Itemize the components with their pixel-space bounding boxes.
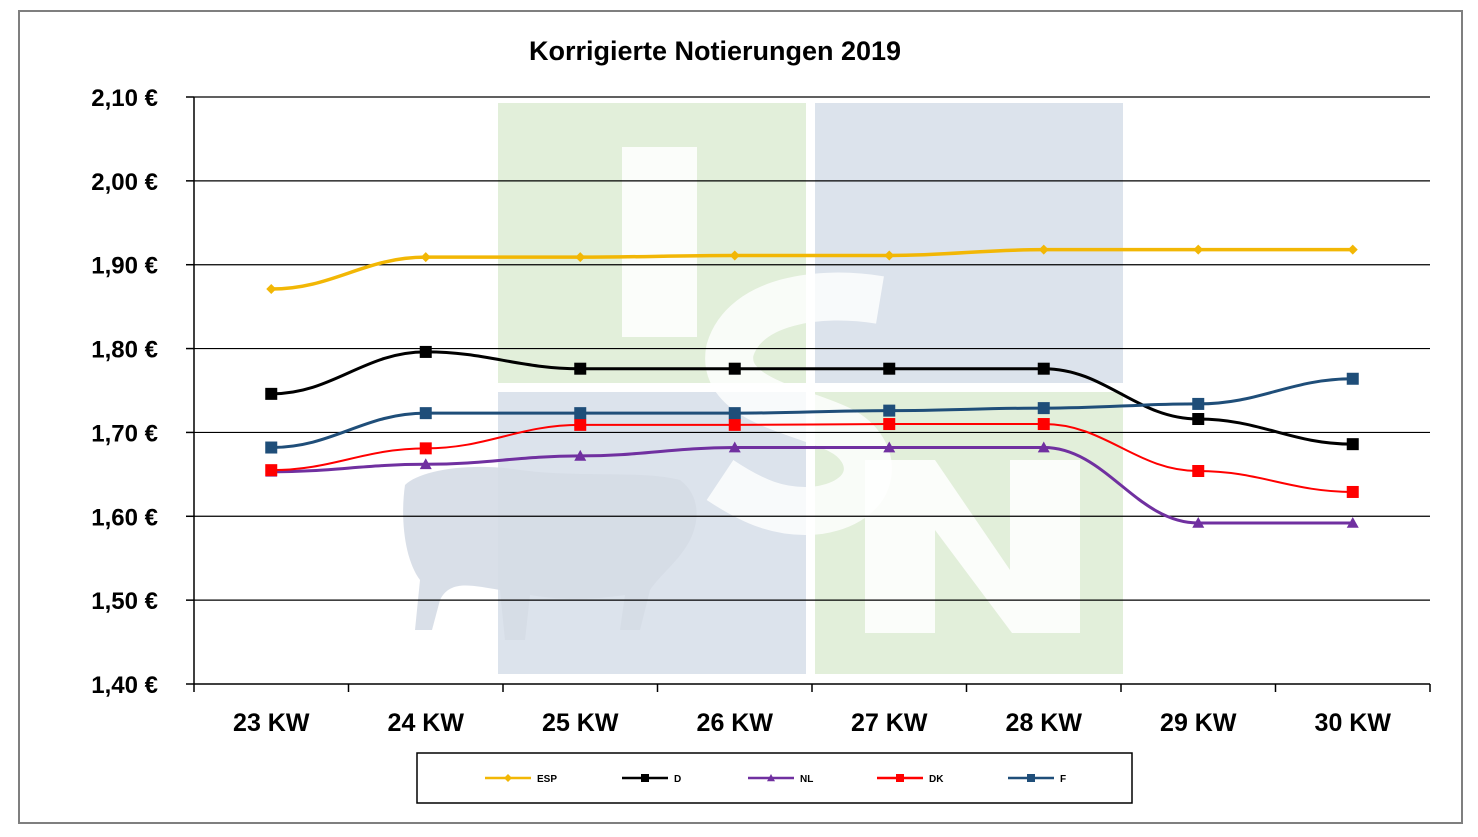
legend-item-f: F (1008, 774, 1066, 785)
data-point (420, 252, 431, 263)
isn-watermark-logo (403, 103, 1123, 674)
data-point (574, 407, 587, 420)
data-point (265, 441, 278, 454)
series-line (271, 446, 1353, 525)
data-point (574, 418, 587, 431)
x-tick-label: 26 KW (697, 709, 774, 737)
data-point (419, 345, 432, 358)
x-tick-label: 25 KW (542, 709, 619, 737)
y-tick-label: 1,90 € (91, 253, 158, 280)
x-tick-label: 28 KW (1006, 709, 1083, 737)
data-point (574, 362, 587, 375)
y-tick-label: 1,50 € (91, 588, 158, 615)
series-nl (265, 441, 1359, 528)
data-point (728, 441, 741, 453)
series-lines (265, 244, 1359, 528)
legend-label: F (1060, 774, 1066, 785)
series-line (271, 423, 1353, 493)
data-point (1027, 774, 1035, 782)
data-point (883, 441, 896, 453)
x-tick-label: 24 KW (388, 709, 465, 737)
data-point (1347, 244, 1358, 255)
data-point (767, 774, 775, 782)
data-point (729, 250, 740, 261)
data-point (504, 774, 512, 782)
data-point (728, 407, 741, 420)
grid-lines (186, 96, 1430, 685)
data-point (419, 407, 432, 420)
x-tick-label: 23 KW (233, 709, 310, 737)
data-point (1037, 362, 1050, 375)
legend-item-d: D (622, 774, 681, 785)
chart-title: Korrigierte Notierungen 2019 (529, 36, 901, 66)
data-point (728, 362, 741, 375)
data-point (728, 418, 741, 431)
data-point (641, 774, 649, 782)
data-point (1037, 418, 1050, 431)
x-axis-tick-labels: 23 KW 24 KW 25 KW 26 KW 27 KW 28 KW 29 KW 30 KW (233, 709, 1391, 737)
series-line (271, 350, 1353, 446)
y-tick-label: 1,60 € (91, 504, 158, 531)
legend-label: D (674, 774, 681, 785)
x-tick-label: 30 KW (1315, 709, 1392, 737)
legend: ESP D NL DK F (416, 752, 1133, 804)
data-point (265, 464, 278, 477)
data-point (265, 387, 278, 400)
data-point (574, 449, 587, 461)
data-point (266, 284, 277, 295)
legend-label: ESP (537, 774, 557, 785)
data-point (1346, 516, 1359, 528)
legend-item-nl: NL (748, 774, 813, 785)
data-point (883, 404, 896, 417)
data-point (419, 458, 432, 470)
y-tick-label: 1,40 € (91, 672, 158, 699)
y-tick-label: 2,10 € (91, 85, 158, 112)
data-point (1346, 438, 1359, 451)
axes (193, 97, 1431, 692)
data-point (1346, 485, 1359, 498)
legend-label: NL (800, 774, 813, 785)
legend-item-esp: ESP (485, 774, 557, 785)
series-line (271, 247, 1353, 291)
x-tick-label: 29 KW (1160, 709, 1237, 737)
legend-item-dk: DK (877, 774, 944, 785)
y-tick-label: 1,70 € (91, 420, 158, 447)
data-point (1193, 244, 1204, 255)
series-d (265, 345, 1359, 451)
x-tick-label: 27 KW (851, 709, 928, 737)
data-point (1346, 372, 1359, 385)
data-point (1037, 441, 1050, 453)
data-point (1192, 465, 1205, 478)
series-f (265, 372, 1359, 454)
data-point (884, 250, 895, 261)
data-point (883, 362, 896, 375)
y-tick-label: 2,00 € (91, 169, 158, 196)
data-point (1038, 244, 1049, 255)
series-dk (265, 418, 1359, 498)
y-tick-label: 1,80 € (91, 337, 158, 364)
data-point (1192, 413, 1205, 426)
data-point (1037, 402, 1050, 415)
series-line (271, 377, 1353, 450)
data-point (896, 774, 904, 782)
series-esp (266, 244, 1358, 295)
data-point (419, 442, 432, 455)
data-point (1192, 397, 1205, 410)
legend-label: DK (929, 774, 944, 785)
y-axis-tick-labels: 1,40 € 1,50 € 1,60 € 1,70 € 1,80 € 1,90 € 2,00… (91, 85, 158, 699)
data-point (1192, 516, 1205, 528)
data-point (883, 418, 896, 431)
data-point (575, 252, 586, 263)
